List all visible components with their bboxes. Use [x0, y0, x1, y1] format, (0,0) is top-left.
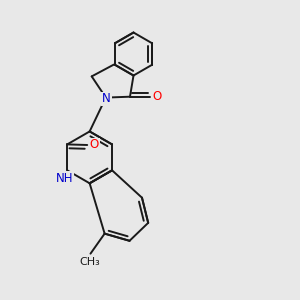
- Text: O: O: [90, 139, 99, 152]
- Text: N: N: [102, 92, 111, 105]
- Text: NH: NH: [56, 172, 73, 185]
- Text: O: O: [152, 90, 162, 103]
- Text: CH₃: CH₃: [80, 257, 100, 268]
